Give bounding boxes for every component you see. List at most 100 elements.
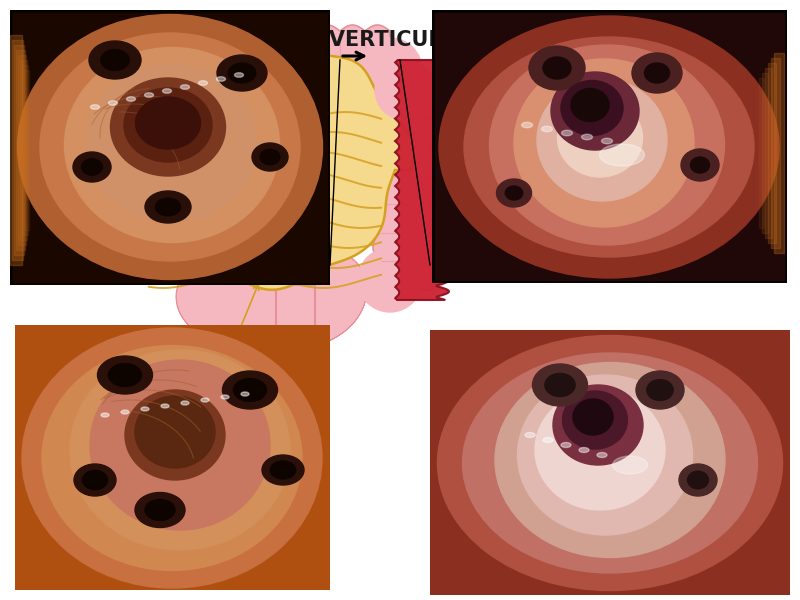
Ellipse shape [260, 149, 280, 164]
Ellipse shape [262, 455, 304, 485]
Ellipse shape [124, 88, 212, 162]
Ellipse shape [687, 471, 709, 489]
Bar [768, 63, 776, 243]
Ellipse shape [562, 130, 573, 136]
Bar [765, 68, 772, 238]
Ellipse shape [198, 81, 207, 85]
Ellipse shape [597, 452, 607, 457]
Circle shape [449, 151, 466, 169]
Ellipse shape [358, 248, 422, 312]
Ellipse shape [529, 46, 585, 90]
Ellipse shape [82, 470, 107, 490]
Ellipse shape [22, 328, 322, 588]
Ellipse shape [562, 391, 627, 449]
Bar [16, 50, 25, 250]
Circle shape [441, 176, 458, 194]
Ellipse shape [109, 101, 118, 105]
Ellipse shape [542, 126, 553, 132]
Ellipse shape [126, 97, 135, 101]
Ellipse shape [582, 134, 593, 140]
Circle shape [668, 451, 696, 479]
Ellipse shape [145, 93, 154, 97]
Ellipse shape [518, 375, 693, 535]
Ellipse shape [155, 198, 181, 216]
Circle shape [580, 357, 696, 473]
Ellipse shape [506, 186, 522, 200]
Ellipse shape [109, 364, 142, 386]
Ellipse shape [543, 57, 571, 79]
Ellipse shape [375, 60, 435, 120]
Ellipse shape [579, 448, 589, 452]
Ellipse shape [110, 78, 226, 176]
Ellipse shape [234, 73, 243, 77]
Ellipse shape [83, 38, 147, 102]
Ellipse shape [234, 379, 266, 401]
Ellipse shape [535, 390, 665, 510]
Ellipse shape [73, 152, 111, 182]
Ellipse shape [571, 88, 609, 121]
Ellipse shape [217, 77, 226, 81]
Ellipse shape [439, 16, 779, 278]
Ellipse shape [241, 392, 249, 396]
Ellipse shape [98, 356, 153, 394]
Circle shape [445, 121, 462, 139]
Ellipse shape [18, 14, 322, 280]
Ellipse shape [462, 353, 758, 573]
Circle shape [444, 231, 462, 249]
Ellipse shape [464, 37, 754, 257]
Circle shape [660, 443, 704, 487]
Ellipse shape [525, 433, 535, 437]
Ellipse shape [551, 72, 639, 150]
Ellipse shape [558, 99, 642, 177]
Ellipse shape [632, 53, 682, 93]
Ellipse shape [561, 80, 623, 136]
Ellipse shape [89, 41, 141, 79]
Polygon shape [115, 25, 390, 89]
Ellipse shape [217, 55, 267, 91]
Bar [18, 55, 26, 245]
Ellipse shape [145, 499, 175, 520]
Polygon shape [83, 70, 147, 280]
Text: Divertículos: Divertículos [510, 187, 601, 202]
Ellipse shape [101, 413, 109, 417]
Ellipse shape [90, 105, 99, 109]
Ellipse shape [135, 396, 215, 468]
Ellipse shape [161, 404, 169, 408]
Ellipse shape [497, 179, 531, 207]
Ellipse shape [90, 360, 270, 530]
Ellipse shape [537, 79, 667, 201]
Text: Intestino
delgado: Intestino delgado [138, 414, 222, 456]
Ellipse shape [222, 371, 278, 409]
Text: Divertículo: Divertículo [614, 343, 686, 356]
Ellipse shape [495, 362, 725, 557]
Ellipse shape [646, 380, 674, 400]
Ellipse shape [228, 63, 256, 83]
Ellipse shape [636, 371, 684, 409]
Ellipse shape [275, 436, 315, 464]
Circle shape [592, 369, 684, 461]
Ellipse shape [252, 143, 288, 171]
Ellipse shape [613, 456, 647, 474]
Circle shape [454, 91, 472, 109]
Ellipse shape [42, 346, 302, 571]
Bar [759, 78, 764, 228]
Ellipse shape [690, 157, 710, 173]
Circle shape [620, 397, 656, 433]
Ellipse shape [141, 407, 149, 411]
Ellipse shape [201, 398, 209, 402]
Ellipse shape [645, 63, 670, 83]
Bar [762, 73, 768, 233]
Text: Diverticulitis: Diverticulitis [510, 133, 620, 148]
Bar [22, 65, 28, 235]
Ellipse shape [561, 443, 571, 448]
Ellipse shape [181, 85, 190, 89]
Polygon shape [395, 60, 449, 300]
Ellipse shape [145, 191, 191, 223]
Ellipse shape [162, 89, 171, 93]
Ellipse shape [375, 70, 465, 300]
Circle shape [454, 261, 471, 279]
Polygon shape [373, 90, 437, 290]
Text: støck: støck [90, 556, 130, 569]
Ellipse shape [691, 475, 709, 489]
Text: shutter: shutter [18, 556, 73, 569]
